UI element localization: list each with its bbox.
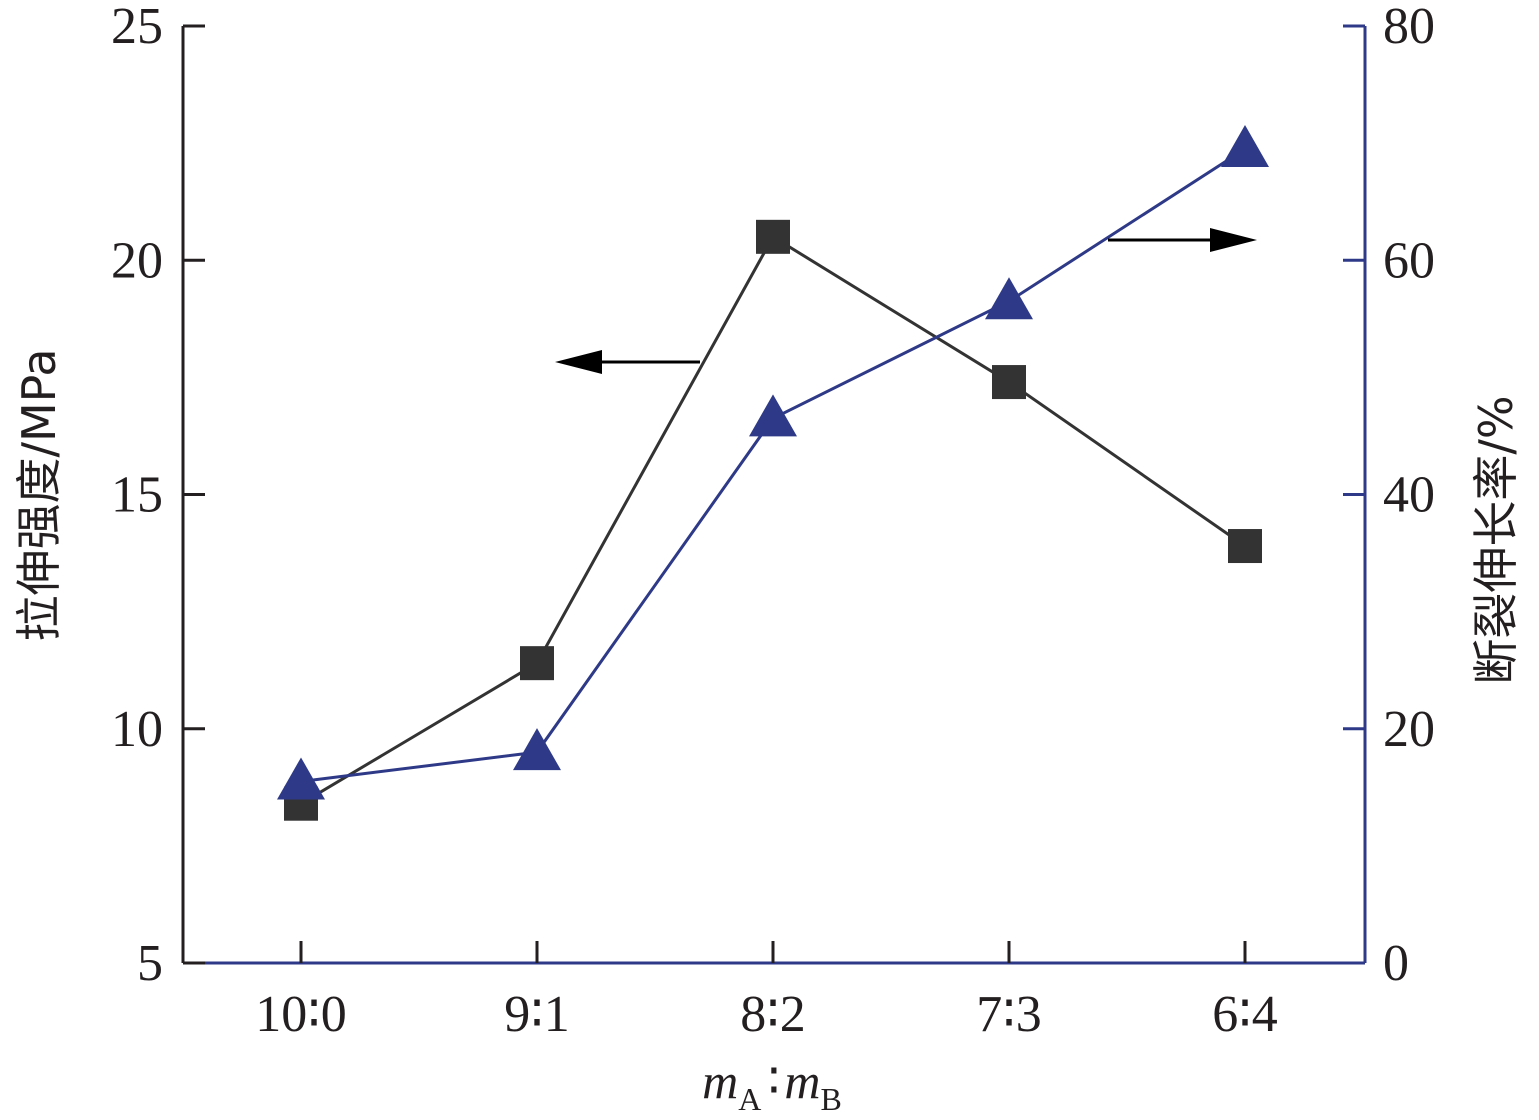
x-axis-ticks: 10∶0 9∶1 8∶2 7∶3 6∶4 (255, 941, 1278, 1043)
square-marker (520, 646, 554, 681)
left-axis-title: 拉伸强度/MPa (12, 348, 66, 641)
x-tick-label: 10∶0 (255, 986, 347, 1043)
left-tick-label: 5 (137, 935, 163, 992)
triangle-marker (1221, 124, 1269, 167)
series-arrows (555, 228, 1257, 374)
triangle-marker (513, 728, 561, 771)
triangle-marker (749, 394, 797, 437)
square-marker (756, 219, 790, 254)
x-axis-title: mA ∶mB (702, 1053, 842, 1117)
right-tick-label: 20 (1383, 701, 1435, 758)
triangle-marker (277, 757, 325, 800)
right-axis-title: 断裂伸长率/% (1469, 395, 1523, 684)
left-tick-label: 15 (111, 467, 163, 524)
x-title-m2: m (784, 1053, 820, 1109)
x-tick-label: 7∶3 (976, 986, 1042, 1043)
left-tick-label: 20 (111, 232, 163, 289)
plot-frame (181, 26, 1367, 965)
x-tick-label: 6∶4 (1212, 986, 1278, 1043)
square-marker (1228, 529, 1262, 564)
x-title-sub-b: B (821, 1081, 842, 1117)
series-markers (277, 124, 1269, 821)
series-1-line (300, 234, 1246, 805)
right-tick-label: 0 (1383, 935, 1409, 992)
right-tick-label: 40 (1383, 467, 1435, 524)
right-arrow-head (1210, 228, 1257, 252)
left-tick-label: 25 (111, 0, 163, 55)
x-tick-label: 8∶2 (740, 986, 806, 1043)
x-title-sub-a: A (738, 1081, 761, 1117)
left-tick-label: 10 (111, 701, 163, 758)
right-tick-label: 80 (1383, 0, 1435, 55)
right-tick-label: 60 (1383, 232, 1435, 289)
triangle-marker (985, 277, 1033, 320)
x-tick-label: 9∶1 (504, 986, 570, 1043)
x-title-m1: m (702, 1053, 738, 1109)
left-axis-ticks: 5 10 15 20 25 (111, 0, 205, 992)
left-arrow-head (555, 350, 602, 374)
x-title-separator: ∶ (767, 1053, 780, 1109)
right-axis-ticks: 0 20 40 60 80 (1343, 0, 1435, 992)
square-marker (992, 365, 1026, 400)
